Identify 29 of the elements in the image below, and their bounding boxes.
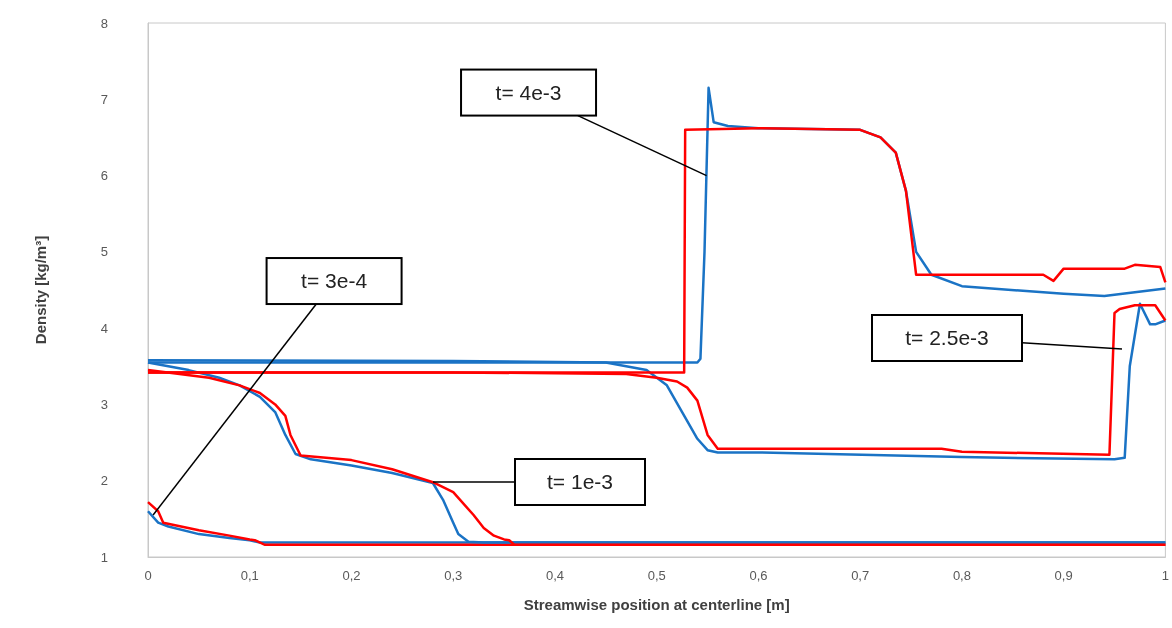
y-axis-title: Density [kg/m³] <box>32 235 49 345</box>
x-tick-label: 0,6 <box>749 568 768 583</box>
annotation: t= 3e-4 <box>301 269 368 293</box>
x-tick-label: 0,3 <box>444 568 463 583</box>
annotation: t= 4e-3 <box>495 80 562 104</box>
callout: t= 1e-3 <box>432 458 646 506</box>
x-tick-label: 0,5 <box>647 568 666 583</box>
y-tick-label: 8 <box>100 15 108 31</box>
x-tick-label: 0 <box>144 568 152 583</box>
x-tick-label: 0,9 <box>1054 568 1073 583</box>
annotation: t= 1e-3 <box>547 470 613 493</box>
y-tick-label: 6 <box>100 168 108 184</box>
x-tick-label: 0,2 <box>342 568 361 583</box>
y-tick-label: 1 <box>100 549 108 565</box>
y-tick-label: 2 <box>100 473 108 489</box>
x-tick-label: 0,8 <box>952 568 971 583</box>
y-tick-label: 3 <box>100 396 108 412</box>
callout: t= 4e-3 <box>460 68 708 177</box>
x-tick-label: 0,1 <box>240 568 259 583</box>
y-tick-label: 4 <box>100 320 108 336</box>
x-axis-title: Streamwise position at centerline [m] <box>523 596 790 613</box>
annotation: t= 2.5e-3 <box>905 326 989 349</box>
callout: t= 2.5e-3 <box>871 314 1123 362</box>
y-tick-label: 7 <box>100 91 108 107</box>
x-tick-label: 1 <box>1161 568 1169 583</box>
x-tick-label: 0,7 <box>851 568 870 583</box>
callout: t= 3e-4 <box>152 257 403 516</box>
y-tick-label: 5 <box>100 244 108 260</box>
x-tick-label: 0,4 <box>545 568 564 583</box>
